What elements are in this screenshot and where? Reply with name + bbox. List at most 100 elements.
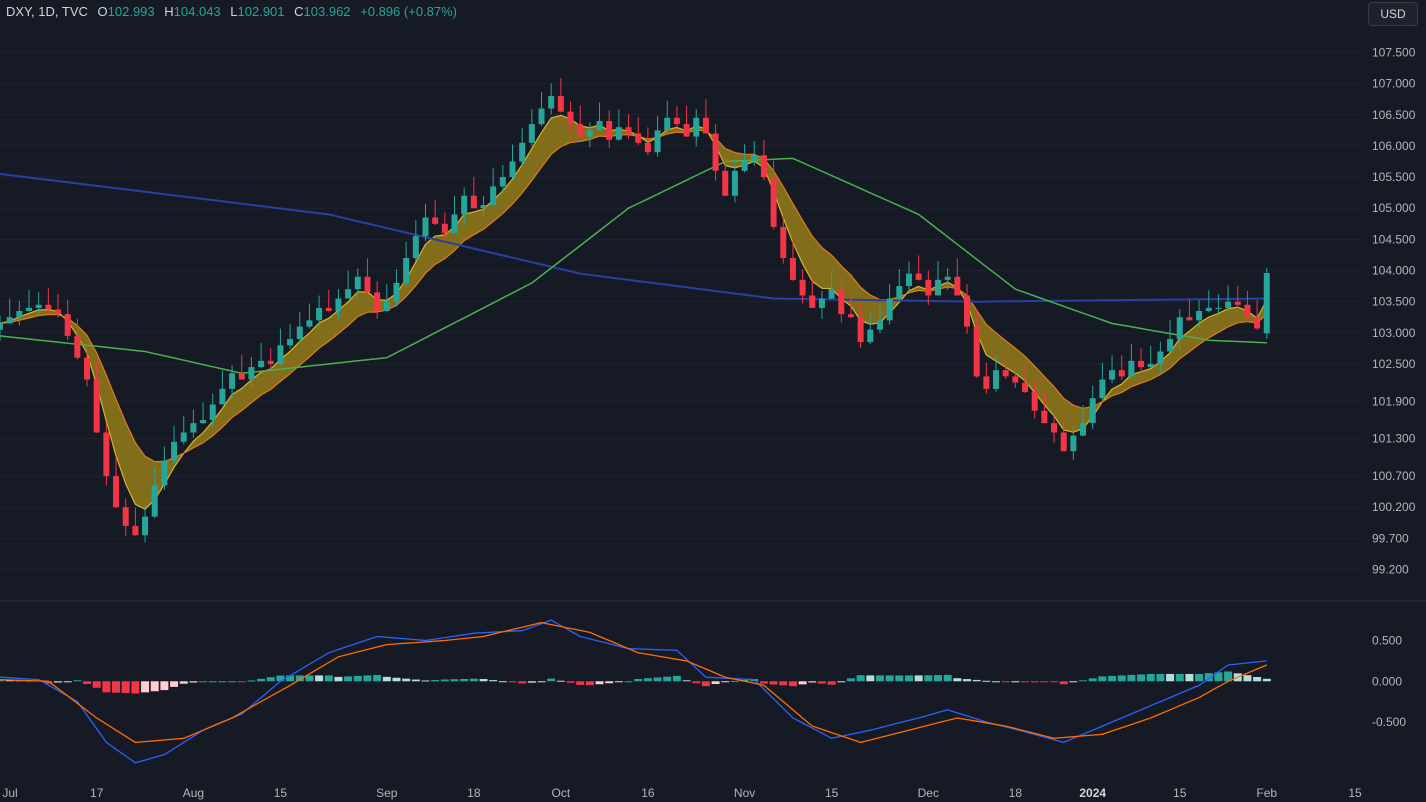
- candle-body[interactable]: [74, 335, 81, 358]
- candle-body[interactable]: [325, 307, 332, 311]
- candle-body[interactable]: [925, 279, 932, 296]
- candle-body[interactable]: [151, 485, 158, 517]
- candle-body[interactable]: [1089, 398, 1096, 424]
- candle-body[interactable]: [499, 177, 506, 187]
- candle-body[interactable]: [1263, 272, 1270, 334]
- candle-body[interactable]: [267, 360, 274, 364]
- candle-body[interactable]: [0, 323, 3, 330]
- candle-body[interactable]: [954, 276, 961, 296]
- candle-body[interactable]: [432, 217, 439, 224]
- candle-body[interactable]: [857, 317, 864, 343]
- candle-body[interactable]: [480, 205, 487, 209]
- candle-body[interactable]: [1031, 391, 1038, 411]
- candle-body[interactable]: [1118, 370, 1125, 377]
- candle-body[interactable]: [306, 320, 313, 327]
- candle-body[interactable]: [838, 289, 845, 315]
- candlestick-series[interactable]: [0, 78, 1270, 543]
- candle-body[interactable]: [751, 155, 758, 162]
- candle-body[interactable]: [1225, 301, 1232, 308]
- candle-body[interactable]: [180, 432, 187, 442]
- candle-body[interactable]: [606, 120, 613, 140]
- candle-body[interactable]: [64, 314, 71, 336]
- candle-body[interactable]: [635, 133, 642, 143]
- candle-body[interactable]: [731, 170, 738, 196]
- candle-body[interactable]: [577, 124, 584, 137]
- candle-body[interactable]: [1070, 435, 1077, 452]
- candle-body[interactable]: [219, 388, 226, 405]
- candle-body[interactable]: [780, 226, 787, 259]
- candle-body[interactable]: [171, 441, 178, 461]
- candle-body[interactable]: [316, 307, 323, 321]
- candle-body[interactable]: [944, 276, 951, 280]
- candle-body[interactable]: [1022, 382, 1029, 392]
- candle-body[interactable]: [1012, 376, 1019, 383]
- candle-body[interactable]: [35, 304, 42, 308]
- candle-body[interactable]: [393, 282, 400, 302]
- candle-body[interactable]: [287, 339, 294, 346]
- candle-body[interactable]: [296, 326, 303, 340]
- candle-body[interactable]: [876, 320, 883, 330]
- candle-body[interactable]: [103, 432, 110, 477]
- candle-body[interactable]: [93, 379, 100, 433]
- candle-body[interactable]: [993, 370, 1000, 389]
- candle-body[interactable]: [664, 117, 671, 131]
- candle-body[interactable]: [461, 195, 468, 215]
- candle-body[interactable]: [683, 124, 690, 137]
- candle-body[interactable]: [1186, 317, 1193, 321]
- price-axis[interactable]: 107.500 107.000 106.500 106.000 105.500 105.0…: [1372, 45, 1416, 729]
- candle-body[interactable]: [1157, 351, 1164, 364]
- candle-body[interactable]: [113, 476, 120, 508]
- candle-body[interactable]: [45, 304, 52, 310]
- candle-body[interactable]: [799, 279, 806, 296]
- candle-body[interactable]: [1215, 307, 1222, 309]
- candle-body[interactable]: [1244, 304, 1251, 318]
- candle-body[interactable]: [1128, 360, 1135, 377]
- candle-body[interactable]: [934, 279, 941, 296]
- candle-body[interactable]: [209, 404, 216, 421]
- candle-body[interactable]: [364, 276, 371, 293]
- candle-body[interactable]: [673, 117, 680, 125]
- candle-body[interactable]: [490, 186, 497, 206]
- candle-body[interactable]: [470, 195, 477, 209]
- candle-body[interactable]: [596, 120, 603, 131]
- currency-button[interactable]: USD: [1368, 2, 1418, 26]
- candle-body[interactable]: [1167, 339, 1174, 352]
- candle-body[interactable]: [412, 236, 419, 259]
- candle-body[interactable]: [528, 124, 535, 143]
- candle-body[interactable]: [964, 295, 970, 327]
- candle-body[interactable]: [1080, 423, 1087, 436]
- candle-body[interactable]: [1060, 432, 1067, 452]
- candle-body[interactable]: [548, 96, 555, 109]
- candle-body[interactable]: [1254, 317, 1261, 329]
- candle-body[interactable]: [1002, 370, 1009, 377]
- candle-body[interactable]: [1147, 363, 1154, 368]
- candle-body[interactable]: [6, 317, 13, 324]
- candle-body[interactable]: [374, 292, 381, 311]
- candle-body[interactable]: [867, 329, 874, 343]
- candle-body[interactable]: [132, 525, 139, 536]
- symbol-label[interactable]: DXY, 1D, TVC: [6, 4, 88, 19]
- candle-body[interactable]: [538, 108, 545, 125]
- candle-body[interactable]: [712, 133, 719, 171]
- candle-body[interactable]: [741, 161, 748, 171]
- candle-body[interactable]: [886, 298, 893, 321]
- candle-body[interactable]: [354, 276, 361, 290]
- candle-body[interactable]: [229, 373, 236, 389]
- candle-body[interactable]: [983, 376, 990, 389]
- candle-body[interactable]: [1234, 301, 1241, 305]
- candle-body[interactable]: [615, 127, 622, 140]
- candle-body[interactable]: [1051, 423, 1058, 433]
- candle-body[interactable]: [915, 273, 922, 280]
- candle-body[interactable]: [258, 360, 265, 368]
- candle-body[interactable]: [625, 127, 632, 134]
- candle-body[interactable]: [1205, 307, 1212, 311]
- candle-body[interactable]: [345, 289, 352, 299]
- candle-body[interactable]: [654, 130, 661, 153]
- candle-body[interactable]: [403, 258, 410, 283]
- candle-body[interactable]: [16, 311, 23, 318]
- candle-body[interactable]: [161, 460, 168, 486]
- candle-body[interactable]: [190, 423, 197, 433]
- candle-body[interactable]: [586, 130, 593, 137]
- candle-body[interactable]: [200, 420, 207, 424]
